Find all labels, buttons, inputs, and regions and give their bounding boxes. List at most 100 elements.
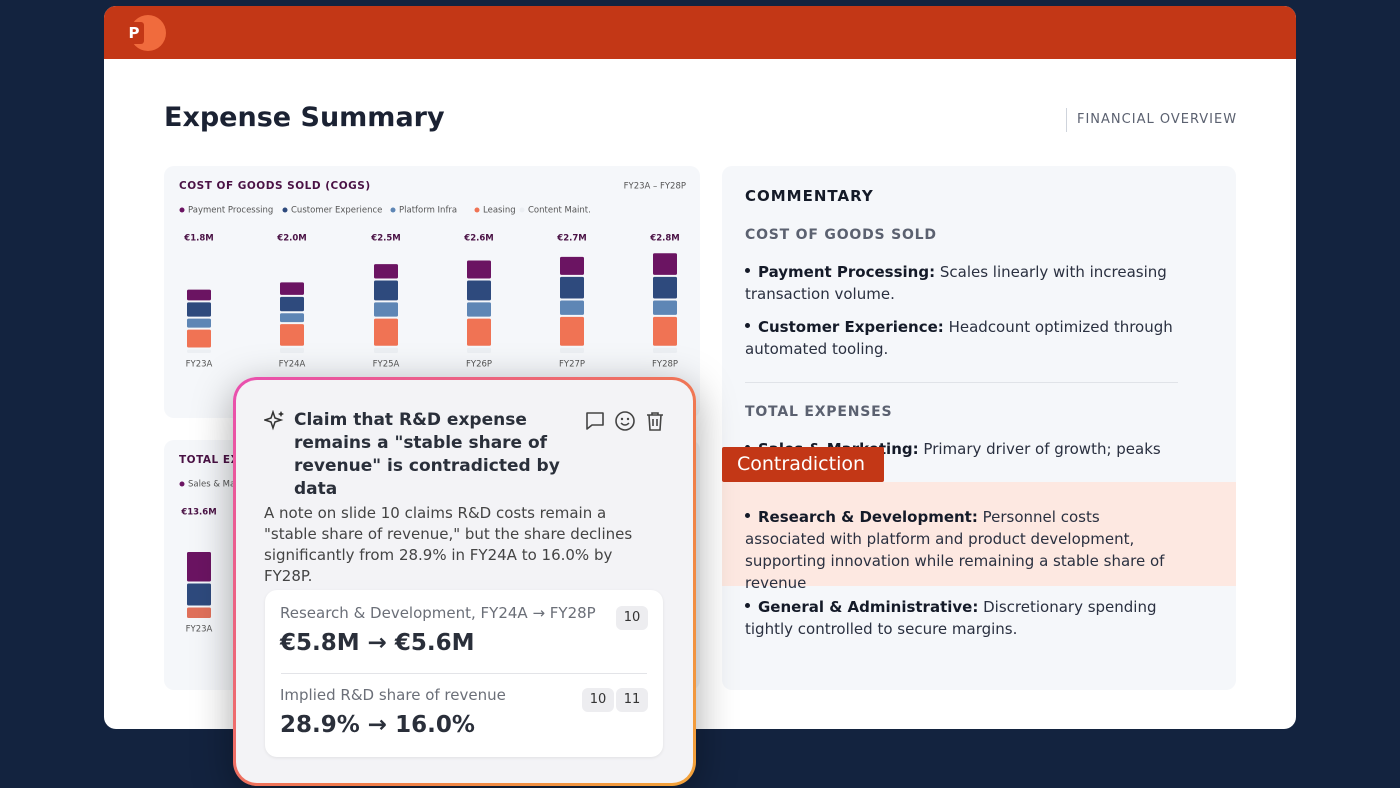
bar-segment xyxy=(374,264,398,279)
legend-label: Payment Processing xyxy=(188,206,273,216)
legend-swatch xyxy=(474,207,480,213)
bar-segment xyxy=(280,313,304,323)
contradiction-flag: Contradiction xyxy=(722,447,884,482)
legend-swatch xyxy=(282,207,288,213)
app-icon[interactable]: P xyxy=(124,22,144,44)
bar-segment xyxy=(374,302,398,317)
total-label: €13.6M xyxy=(180,508,216,518)
item-label: Research & Development: xyxy=(758,508,978,526)
total-label: €2.0M xyxy=(276,234,306,244)
x-tick-label: FY23A xyxy=(186,360,213,370)
bar-segment xyxy=(187,318,211,328)
divider xyxy=(745,382,1178,383)
bar-segment xyxy=(653,253,677,275)
slide-ref-badge[interactable]: 10 xyxy=(616,606,648,630)
commentary-item: Customer Experience: Headcount optimized… xyxy=(745,316,1180,360)
bar-segment xyxy=(560,347,584,353)
bullet xyxy=(745,513,750,518)
legend-swatch xyxy=(179,207,185,213)
total-label: €2.5M xyxy=(370,234,400,244)
legend-label: Platform Infra xyxy=(399,206,457,216)
bar-segment xyxy=(374,347,398,353)
commentary-item: General & Administrative: Discretionary … xyxy=(745,596,1180,640)
highlight-band xyxy=(722,482,1236,586)
legend-swatch xyxy=(390,207,396,213)
commentary-item: Payment Processing: Scales linearly with… xyxy=(745,261,1180,305)
bar-segment xyxy=(280,324,304,346)
delete-button[interactable] xyxy=(644,410,666,432)
evidence-value: €5.8M → €5.6M xyxy=(280,630,475,656)
total-label: €2.6M xyxy=(463,234,493,244)
bar-segment xyxy=(280,296,304,312)
react-button[interactable] xyxy=(614,410,636,432)
bar-segment xyxy=(467,347,491,353)
chart-subtitle: FY23A – FY28P xyxy=(624,182,686,192)
evidence-value: 28.9% → 16.0% xyxy=(280,712,475,738)
total-label: €2.8M xyxy=(649,234,679,244)
total-label: €1.8M xyxy=(183,234,213,244)
ai-comment-popup: Claim that R&D expense remains a "stable… xyxy=(233,377,696,786)
popup-text: A note on slide 10 claims R&D costs rema… xyxy=(264,504,633,585)
legend-swatch xyxy=(179,481,185,487)
bar-segment xyxy=(187,329,211,348)
chart-panel: COST OF GOODS SOLD (COGS) FY23A – FY28P Pa… xyxy=(164,166,700,418)
bar-segment xyxy=(280,282,304,295)
slide-title: Expense Summary xyxy=(164,102,445,133)
bar-segment xyxy=(560,300,584,315)
bullet xyxy=(745,603,750,608)
bar-segment xyxy=(653,276,677,299)
bar-segment xyxy=(187,552,211,582)
bar-segment xyxy=(280,347,304,353)
item-label: Customer Experience: xyxy=(758,318,944,336)
sparkle-icon xyxy=(264,410,284,431)
bar-segment xyxy=(187,583,211,606)
item-label: Payment Processing: xyxy=(758,263,936,281)
bar-segment xyxy=(467,260,491,279)
popup-title: Claim that R&D expense remains a "stable… xyxy=(294,410,560,499)
bullet xyxy=(745,268,750,273)
x-tick-label: FY26P xyxy=(466,360,492,370)
bar-segment xyxy=(560,256,584,275)
bar-segment xyxy=(187,349,211,353)
slide-ref-badge[interactable]: 10 xyxy=(582,688,614,712)
bar-segment xyxy=(467,302,491,317)
commentary-panel: COMMENTARY COST OF GOODS SOLD Payment Proc… xyxy=(722,166,1236,690)
legend-label: Customer Experience xyxy=(291,206,382,216)
bar-segment xyxy=(187,289,211,301)
legend-label: Leasing xyxy=(483,206,516,216)
legend-label: Sales & Marketing xyxy=(188,480,265,490)
divider xyxy=(281,673,647,674)
bar-segment xyxy=(653,347,677,353)
commentary-item: Research & Development: Personnel costs … xyxy=(745,506,1180,594)
commentary-heading: COMMENTARY xyxy=(745,187,874,205)
app-toolbar xyxy=(104,6,1296,59)
bar-segment xyxy=(560,316,584,346)
legend-label: Content Maint. xyxy=(528,206,591,216)
evidence-label: Implied R&D share of revenue xyxy=(280,686,506,704)
bar-segment xyxy=(374,318,398,346)
bar-segment xyxy=(653,300,677,315)
bar-segment xyxy=(653,316,677,346)
bar-segment xyxy=(560,276,584,299)
x-tick-label: FY28P xyxy=(652,360,678,370)
evidence-label: Research & Development, FY24A → FY28P xyxy=(280,604,596,622)
bar-segment xyxy=(467,318,491,346)
item-label: General & Administrative: xyxy=(758,598,979,616)
bar-segment xyxy=(187,302,211,317)
x-tick-label: FY25A xyxy=(373,360,400,370)
bar-segment xyxy=(187,607,211,618)
section-heading: TOTAL EXPENSES xyxy=(745,404,893,420)
slide-ref-badge[interactable]: 11 xyxy=(616,688,648,712)
x-tick-label: FY27P xyxy=(559,360,585,370)
chart-title: COST OF GOODS SOLD (COGS) xyxy=(179,180,371,192)
legend-swatch xyxy=(519,207,525,213)
x-tick-label: FY24A xyxy=(279,360,306,370)
section-heading: COST OF GOODS SOLD xyxy=(745,227,937,243)
bar-segment xyxy=(374,280,398,301)
item-text: Scales linearly with increasing transact… xyxy=(745,263,1167,303)
comment-button[interactable] xyxy=(584,410,606,432)
evidence-card: Research & Development, FY24A → FY28P €5.… xyxy=(265,590,663,757)
bar-segment xyxy=(467,280,491,301)
bullet xyxy=(745,323,750,328)
